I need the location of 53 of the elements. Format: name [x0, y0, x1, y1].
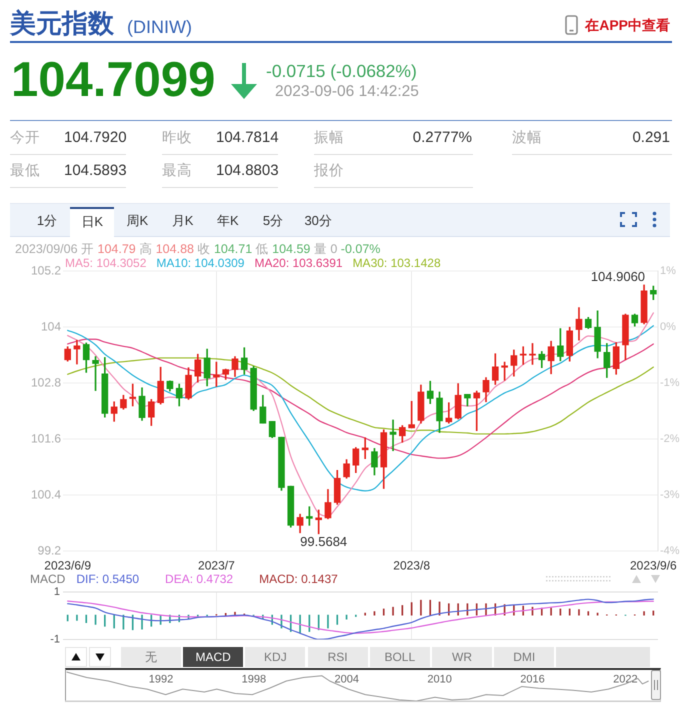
y2-tick-label: -4%	[660, 545, 680, 558]
y2-tick-label: -3%	[660, 489, 680, 502]
text: MA20: 103.6391	[254, 256, 343, 270]
text: 99.5684	[300, 534, 348, 549]
text: 最高	[162, 163, 192, 179]
y2-tick-label: 0%	[660, 321, 676, 334]
text: MA5: 104.3052	[65, 256, 146, 270]
y-tick-label: -1	[50, 633, 60, 646]
text: (DINIW)	[127, 17, 192, 37]
x-tick-label: 2023/9/6	[630, 558, 678, 573]
text: 104.7920	[64, 129, 127, 146]
y2-tick-label: -1%	[660, 377, 680, 390]
y-tick-label: 99.2	[38, 543, 62, 558]
text: 波幅	[512, 130, 542, 146]
text: 104.8803	[216, 162, 279, 179]
text: 振幅	[314, 130, 344, 146]
x-tick-label: 2016	[520, 673, 545, 686]
text: 在APP中查看	[585, 17, 670, 33]
text: 2023-09-06 14:42:25	[275, 83, 419, 100]
chart-title: MACD	[30, 572, 66, 586]
y-tick-label: 102.8	[30, 375, 62, 390]
y-tick-label: 100.4	[30, 487, 62, 502]
y-tick-label: 101.6	[30, 431, 62, 446]
series-label: DIF: 0.5450	[76, 572, 140, 586]
x-tick-label: 2023/6/9	[44, 558, 92, 573]
text: 104.5893	[64, 162, 127, 179]
text: 今开	[10, 130, 40, 146]
text: 美元指数	[10, 8, 114, 38]
text: -0.0715 (-0.0682%)	[266, 61, 417, 81]
x-tick-label: 1992	[148, 673, 174, 686]
text: 104.7099	[11, 53, 216, 107]
text: 0.2777%	[412, 129, 472, 146]
text: 报价	[314, 163, 344, 179]
x-tick-label: 2023/7	[198, 558, 236, 573]
text: 2023/09/06 开 104.79 高 104.88 收 104.71 低 104.59 量 0 -0.07%	[15, 242, 380, 256]
text: MA10: 104.0309	[156, 256, 244, 270]
x-tick-label: 2023/8	[393, 558, 430, 573]
y2-tick-label: 1%	[660, 265, 676, 278]
x-tick-label: 2004	[334, 673, 359, 686]
text: MACD: 0.1437	[259, 572, 338, 586]
y2-tick-label: -2%	[660, 433, 680, 446]
x-tick-label: 1998	[242, 673, 266, 686]
text: 最低	[10, 163, 40, 179]
y-tick-label: 105.2	[30, 264, 62, 278]
text: DEA: 0.4732	[165, 572, 234, 586]
y-tick-label: 104	[40, 319, 62, 334]
text: 昨收	[162, 130, 192, 146]
text: 104.9060	[590, 268, 646, 284]
text: MA30: 103.1428	[352, 256, 441, 270]
x-tick-label: 2010	[427, 673, 452, 686]
y-tick-label: 1	[54, 586, 60, 598]
text: 104.7814	[216, 129, 279, 146]
text: 0.291	[632, 129, 670, 146]
